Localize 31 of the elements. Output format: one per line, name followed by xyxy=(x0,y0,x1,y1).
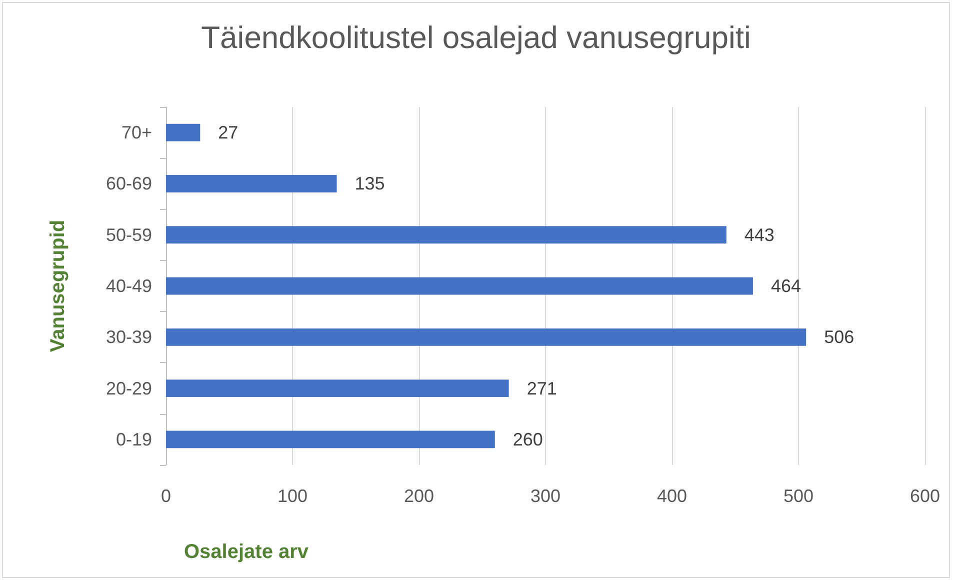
data-label: 135 xyxy=(354,174,385,194)
chart-title: Täiendkoolitustel osalejad vanusegrupiti xyxy=(201,20,751,55)
x-tick-label: 300 xyxy=(530,486,561,506)
data-label: 443 xyxy=(744,224,774,245)
x-tick-label: 500 xyxy=(783,486,814,506)
y-axis-title: Vanusegrupid xyxy=(47,220,69,352)
data-label: 464 xyxy=(770,276,802,296)
y-tick-label: 50-59 xyxy=(106,224,152,245)
data-label: 271 xyxy=(526,378,557,398)
data-label: 260 xyxy=(512,429,543,450)
x-tick-label: 400 xyxy=(656,486,688,506)
bar xyxy=(166,175,337,192)
y-tick-label: 40-49 xyxy=(106,276,152,296)
x-axis-title: Osalejate arv xyxy=(184,541,310,563)
x-tick-label: 100 xyxy=(277,486,308,506)
y-tick-label: 20-29 xyxy=(106,378,152,398)
x-tick-label: 200 xyxy=(404,486,434,506)
bar xyxy=(166,277,753,295)
bar xyxy=(166,328,806,346)
y-tick-label: 70+ xyxy=(121,122,152,143)
bar xyxy=(166,430,495,448)
x-tick-label: 600 xyxy=(910,486,940,506)
x-tick-label: 0 xyxy=(160,486,172,506)
y-tick-label: 30-39 xyxy=(106,327,152,348)
bar xyxy=(166,124,200,142)
data-label: 27 xyxy=(218,122,238,143)
bar xyxy=(166,226,726,244)
y-tick-label: 60-69 xyxy=(106,174,152,194)
y-tick-label: 0-19 xyxy=(116,429,152,450)
data-label: 506 xyxy=(824,327,854,348)
bar xyxy=(166,380,509,397)
